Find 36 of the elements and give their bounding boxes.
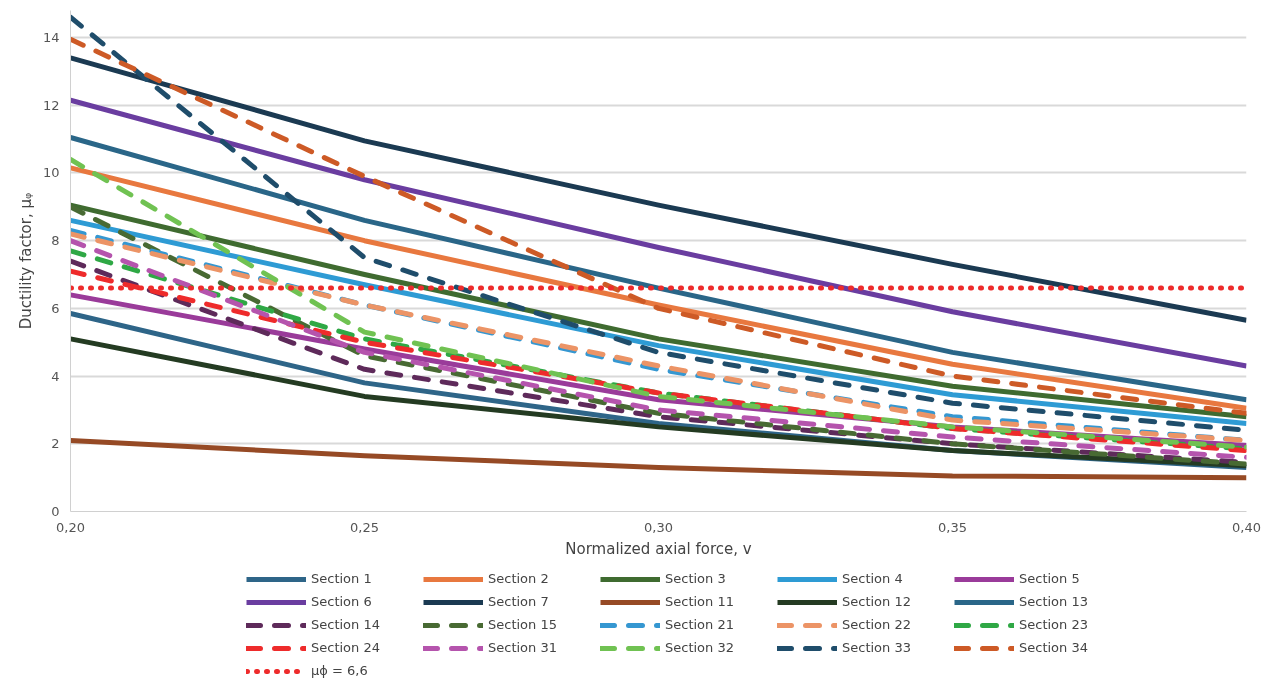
y-tick-label: 14 xyxy=(42,30,60,46)
legend-label: Section 32 xyxy=(665,640,735,655)
x-axis-title: Normalized axial force, v xyxy=(565,539,752,558)
y-tick-label: 2 xyxy=(51,436,60,452)
legend-label: Section 7 xyxy=(488,594,550,609)
legend-label: Section 13 xyxy=(1019,594,1089,609)
legend-label: μϕ = 6,6 xyxy=(311,663,369,678)
legend-label: Section 11 xyxy=(665,594,735,609)
legend-label: Section 2 xyxy=(488,571,550,586)
y-tick-label: 8 xyxy=(51,233,60,249)
legend-label: Section 34 xyxy=(1019,640,1089,655)
legend-label: Section 3 xyxy=(665,571,727,586)
x-tick-label: 0,35 xyxy=(938,519,967,535)
legend-label: Section 15 xyxy=(488,617,558,632)
x-tick-label: 0,20 xyxy=(56,519,85,535)
y-tick-label: 4 xyxy=(51,368,60,384)
legend-label: Section 33 xyxy=(842,640,912,655)
y-tick-label: 0 xyxy=(51,504,60,519)
legend-label: Section 5 xyxy=(1019,571,1081,586)
legend-label: Section 14 xyxy=(311,617,381,632)
legend-label: Section 22 xyxy=(842,617,912,632)
legend-label: Section 6 xyxy=(311,594,373,609)
legend-label: Section 21 xyxy=(665,617,735,632)
legend-label: Section 31 xyxy=(488,640,558,655)
x-tick-label: 0,40 xyxy=(1232,519,1261,535)
legend-label: Section 12 xyxy=(842,594,912,609)
y-tick-label: 10 xyxy=(42,165,60,181)
y-tick-label: 12 xyxy=(42,97,60,113)
legend-label: Section 1 xyxy=(311,571,373,586)
legend-label: Section 23 xyxy=(1019,617,1089,632)
x-tick-label: 0,30 xyxy=(644,519,673,535)
x-tick-label: 0,25 xyxy=(350,519,379,535)
y-tick-label: 6 xyxy=(51,300,60,316)
legend-label: Section 4 xyxy=(842,571,904,586)
y-axis-title: Ductility factor, μᵩ xyxy=(16,192,35,330)
legend-label: Section 24 xyxy=(311,640,381,655)
